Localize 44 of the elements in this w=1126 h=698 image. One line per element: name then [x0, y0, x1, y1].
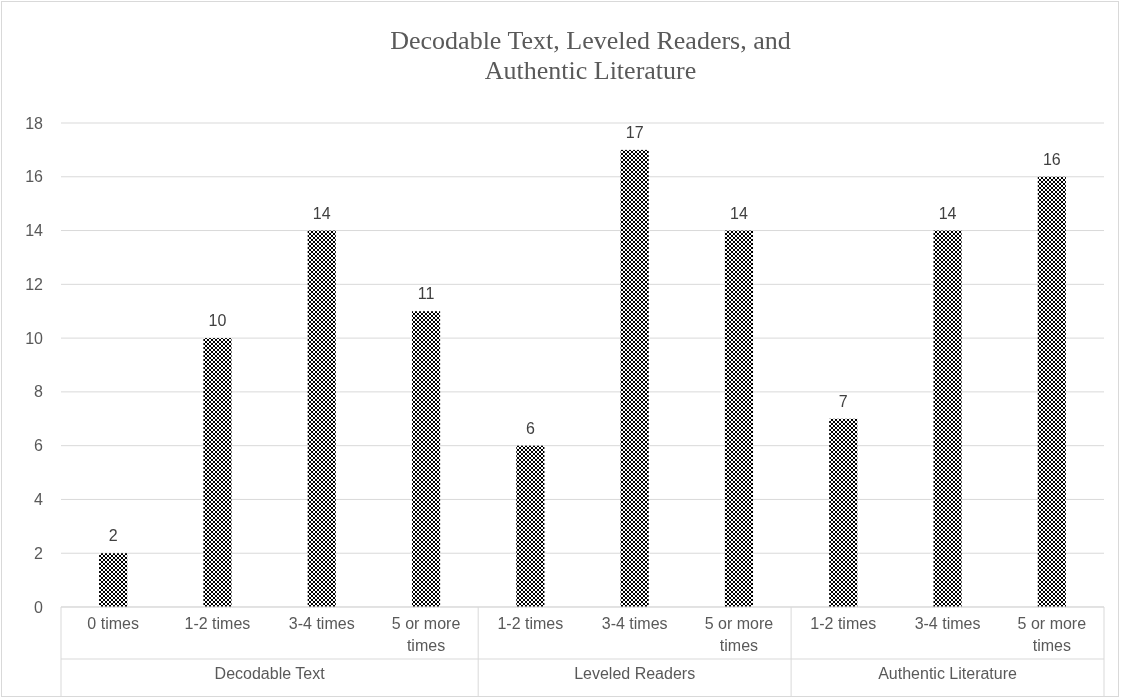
text: Leveled Readers — [574, 664, 696, 682]
y-tick-label: 18 — [25, 114, 44, 132]
data-label: 10 — [208, 312, 227, 330]
bar — [99, 553, 128, 607]
y-tick-label: 12 — [25, 275, 44, 293]
y-tick-label: 0 — [34, 598, 44, 616]
y-tick-label: 6 — [34, 437, 44, 455]
x-tick-label: 0 times — [87, 615, 139, 632]
x-tick-label: 5 or more times — [391, 615, 461, 654]
x-tick-label: 1-2 times — [184, 615, 251, 632]
bar — [829, 418, 858, 607]
y-tick-label: 8 — [34, 383, 44, 401]
y-tick-label: 16 — [25, 168, 44, 186]
data-label: 14 — [312, 204, 331, 222]
bar — [516, 445, 545, 607]
bar — [203, 338, 232, 607]
y-tick-label: 4 — [34, 491, 44, 509]
data-label: 14 — [730, 204, 748, 222]
x-tick-label: 5 or more times — [704, 615, 774, 654]
bar — [724, 230, 754, 607]
data-label: 2 — [108, 527, 118, 545]
bar — [411, 311, 441, 607]
bar — [1037, 176, 1066, 607]
x-tick-label: 5 or more times — [1017, 615, 1087, 654]
text: Authentic Literature — [878, 664, 1018, 682]
data-label: 11 — [417, 285, 435, 303]
x-tick-label: 3-4 times — [288, 615, 355, 632]
x-tick-label: 3-4 times — [914, 615, 981, 632]
bar — [620, 149, 649, 607]
data-label: 6 — [525, 419, 535, 437]
y-tick-label: 2 — [34, 544, 44, 562]
data-label: 16 — [1042, 150, 1061, 168]
data-label: 14 — [938, 204, 957, 222]
text: Decodable Text — [214, 664, 326, 682]
bar — [307, 230, 336, 607]
y-tick-label: 14 — [25, 222, 44, 240]
y-tick-label: 10 — [25, 329, 44, 347]
x-tick-label: 3-4 times — [601, 615, 668, 632]
chart-title: Decodable Text, Leveled Readers, and Authentic Literature — [390, 26, 791, 85]
x-tick-label: 1-2 times — [810, 615, 877, 632]
bar — [933, 230, 962, 607]
data-label: 17 — [625, 123, 644, 141]
x-tick-label: 1-2 times — [497, 615, 564, 632]
data-label: 7 — [838, 392, 848, 410]
